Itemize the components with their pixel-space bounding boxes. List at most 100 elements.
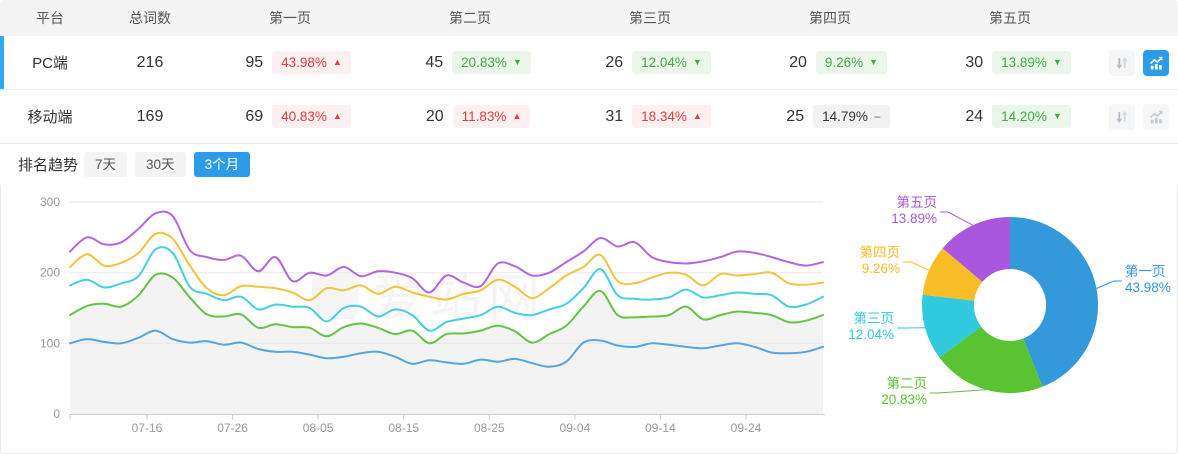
platform-row-移动端[interactable]: 移动端 169 69 40.83% ▲ 20 11.83% ▲ 31 18.34…: [0, 90, 1178, 144]
tab-30天[interactable]: 30天: [135, 151, 186, 178]
down-arrow-icon: ▼: [512, 57, 522, 67]
x-axis-label: 09-04: [560, 421, 591, 435]
page-percent-badge: 14.79% −: [813, 104, 890, 129]
page-count: 26: [605, 53, 624, 71]
percent-value: 20.83%: [461, 54, 507, 70]
label-leader-line: [930, 389, 987, 394]
trend-chart-button[interactable]: [1143, 49, 1169, 76]
page-percent-badge: 20.83% ▼: [452, 50, 531, 75]
sort-arrows-button[interactable]: [1109, 49, 1135, 76]
page-percent-badge: 13.89% ▼: [992, 50, 1071, 75]
y-axis-label: 300: [40, 195, 60, 209]
page-cell: 31 18.34% ▲: [560, 104, 740, 129]
page-count: 45: [425, 53, 444, 71]
row-actions: [1100, 103, 1178, 130]
page-percent-badge: 40.83% ▲: [272, 104, 351, 129]
page-cell: 20 9.26% ▼: [740, 50, 920, 75]
page-cell: 25 14.79% −: [740, 104, 920, 129]
slice-label-percent: 9.26%: [862, 261, 900, 276]
slice-label-percent: 20.83%: [881, 392, 927, 407]
up-arrow-icon: ▲: [332, 111, 342, 121]
trend-chart-icon: [1149, 56, 1163, 69]
tab-3个月[interactable]: 3个月: [193, 151, 251, 178]
page-cell: 30 13.89% ▼: [920, 50, 1100, 75]
page-cell: 24 14.20% ▼: [920, 104, 1100, 129]
label-leader-line: [940, 211, 974, 226]
percent-value: 18.34%: [641, 108, 687, 124]
up-arrow-icon: ▲: [692, 111, 702, 121]
total-words: 216: [136, 53, 164, 71]
series-line-第一页: [69, 329, 824, 368]
column-header-4: 第三页: [629, 10, 671, 26]
column-header-3: 第二页: [449, 10, 491, 26]
row-actions: [1100, 49, 1178, 76]
page-percent-badge: 9.26% ▼: [815, 50, 888, 75]
label-leader-line: [1096, 280, 1122, 289]
column-header-1: 总词数: [129, 10, 171, 26]
slice-label-name: 第四页: [860, 244, 901, 260]
page-count: 20: [425, 107, 444, 125]
platform-name: 移动端: [27, 109, 73, 126]
donut-slice-第三页[interactable]: [921, 294, 982, 358]
y-axis-label: 100: [40, 336, 60, 350]
platform-row-PC端[interactable]: PC端 216 95 43.98% ▲ 45 20.83% ▼ 26 12.04…: [0, 36, 1178, 90]
donut-slice-第一页[interactable]: [1010, 216, 1099, 387]
trend-toolbar: 排名趋势 7天 30天 3个月: [0, 143, 1178, 185]
up-arrow-icon: ▲: [512, 111, 522, 121]
series-line-第二页: [69, 272, 824, 345]
x-axis-label: 08-15: [388, 421, 419, 435]
donut-slice-第四页[interactable]: [922, 248, 983, 301]
x-axis-label: 07-26: [217, 421, 248, 435]
page-count: 31: [605, 107, 624, 125]
x-axis-label: 08-05: [303, 421, 334, 435]
y-axis-label: 0: [53, 407, 60, 421]
page-percent-badge: 11.83% ▲: [452, 104, 531, 129]
sort-arrows-button[interactable]: [1109, 103, 1135, 130]
slice-label-percent: 12.04%: [848, 327, 894, 342]
page-cell: 26 12.04% ▼: [560, 50, 740, 75]
percent-value: 13.89%: [1001, 54, 1047, 70]
slice-label-name: 第三页: [854, 310, 895, 326]
slice-label-name: 第一页: [1125, 263, 1166, 279]
percent-value: 14.20%: [1001, 108, 1047, 124]
x-axis-label: 08-25: [474, 421, 505, 435]
page-count: 25: [786, 107, 805, 125]
sort-arrows-icon: [1116, 110, 1128, 123]
series-line-第四页: [69, 231, 824, 302]
y-axis-label: 200: [40, 266, 60, 280]
donut-slice-第五页[interactable]: [942, 217, 1010, 282]
slice-label-percent: 13.89%: [891, 211, 937, 226]
svg-text:爱站网: 爱站网: [372, 270, 546, 328]
up-arrow-icon: ▲: [332, 57, 342, 67]
column-header-5: 第四页: [809, 10, 851, 26]
watermark: 爱站网: [312, 270, 546, 328]
percent-value: 9.26%: [824, 54, 864, 70]
tab-7天[interactable]: 7天: [84, 151, 128, 178]
column-header-0: 平台: [36, 10, 64, 26]
page-count: 69: [245, 107, 264, 125]
page-count: 24: [965, 107, 984, 125]
percent-value: 43.98%: [281, 54, 327, 70]
column-header-6: 第五页: [989, 10, 1031, 26]
percent-value: 12.04%: [641, 54, 687, 70]
x-axis-label: 07-16: [132, 421, 163, 435]
down-arrow-icon: ▼: [692, 57, 702, 67]
page-percent-badge: 18.34% ▲: [632, 104, 711, 129]
page-cell: 69 40.83% ▲: [200, 104, 380, 129]
down-arrow-icon: ▼: [869, 57, 879, 67]
trend-section-title: 排名趋势: [18, 157, 79, 174]
donut-slice-第二页[interactable]: [939, 326, 1043, 394]
rank-trend-line-chart[interactable]: 爱站网 07-16 07-26 08-05 08-15 08-25 09-04 09-14 0…: [0, 185, 830, 454]
series-line-第三页: [69, 246, 824, 332]
x-axis-label: 09-24: [731, 421, 762, 435]
page-cell: 95 43.98% ▲: [200, 50, 380, 75]
page-cell: 45 20.83% ▼: [380, 50, 560, 75]
label-leader-line: [903, 261, 930, 271]
total-words: 169: [136, 107, 164, 125]
slice-label-name: 第五页: [897, 194, 938, 210]
down-arrow-icon: ▼: [1052, 57, 1062, 67]
page-percent-badge: 14.20% ▼: [992, 104, 1071, 129]
trend-chart-button[interactable]: [1143, 103, 1169, 130]
